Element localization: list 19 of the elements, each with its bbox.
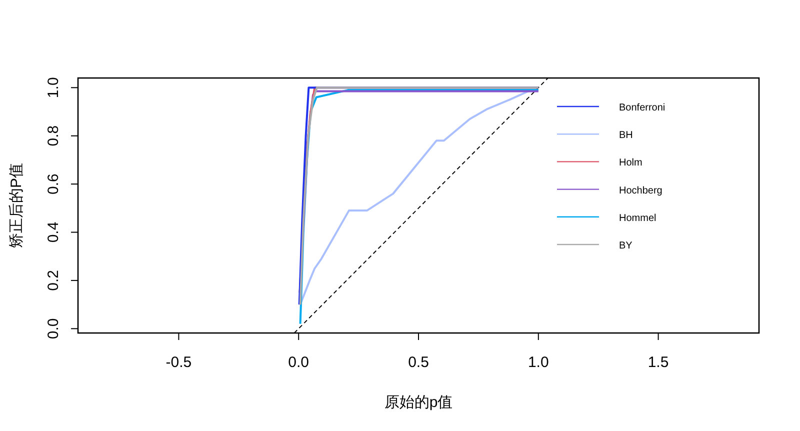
legend-label: Bonferroni [619, 102, 666, 114]
x-tick-label: 1.5 [648, 354, 669, 371]
y-tick-label: 0.2 [45, 270, 62, 291]
y-tick-label: 0.0 [45, 318, 62, 340]
y-tick-label: 0.6 [45, 174, 62, 194]
y-tick-label: 0.4 [45, 222, 62, 243]
x-tick-label: 1.0 [528, 354, 549, 371]
x-tick-label: 0.0 [288, 354, 310, 371]
x-axis-title: 原始的p值 [384, 394, 453, 411]
y-tick-label: 0.8 [45, 125, 62, 146]
y-tick-label: 1.0 [45, 77, 62, 98]
legend-label: BY [619, 240, 633, 252]
x-tick-label: 0.5 [408, 354, 429, 371]
legend-label: BH [619, 130, 633, 142]
y-axis-title: 矫正后的P值 [8, 162, 25, 248]
legend-label: Hommel [619, 212, 656, 224]
legend-label: Hochberg [619, 185, 662, 196]
x-tick-label: -0.5 [166, 354, 192, 371]
legend-label: Holm [619, 158, 642, 169]
